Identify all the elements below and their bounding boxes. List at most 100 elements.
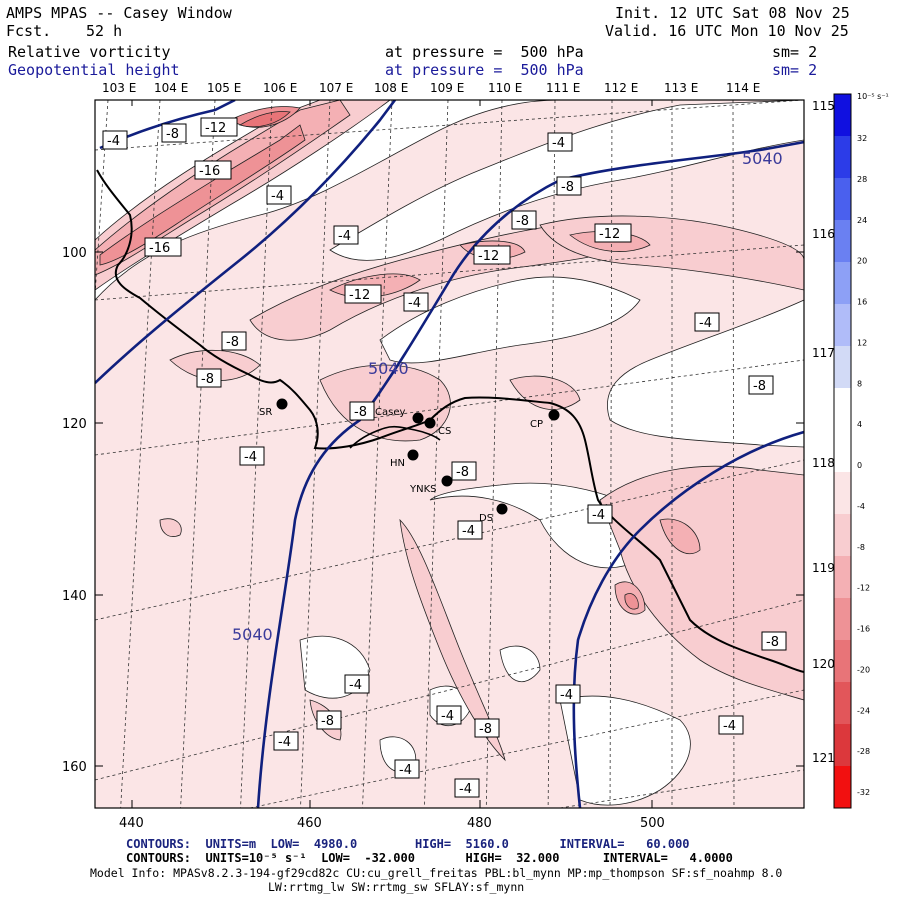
valid-time: Valid. 16 UTC Mon 10 Nov 25 [605, 22, 849, 40]
svg-text:-4: -4 [349, 678, 362, 693]
svg-text:103 E: 103 E [102, 81, 136, 95]
vort-label: -4 [694, 312, 720, 332]
station-cs: CS [424, 417, 451, 437]
vort-label: -4 [239, 446, 265, 466]
colorbar-cell [834, 724, 851, 766]
station-sr: SR [259, 398, 288, 418]
svg-text:-8: -8 [766, 635, 779, 650]
colorbar-cell [834, 472, 851, 514]
colorbar-label: 24 [857, 216, 867, 225]
svg-text:160: 160 [62, 760, 87, 775]
svg-text:100: 100 [62, 246, 87, 261]
vort-label: -4 [102, 130, 128, 150]
vort-label: -8 [451, 461, 477, 481]
y-tick-labels: 100 120 140 160 [62, 246, 87, 775]
colorbar-cell [834, 640, 851, 682]
field1-smoothing: sm= 2 [772, 43, 818, 61]
svg-text:-16: -16 [199, 164, 220, 179]
svg-text:-4: -4 [338, 229, 351, 244]
init-time: Init. 12 UTC Sat 08 Nov 25 [615, 4, 850, 22]
svg-text:-12: -12 [599, 227, 620, 242]
svg-text:-12: -12 [349, 288, 370, 303]
svg-text:-8: -8 [456, 465, 469, 480]
vort-label: -4 [403, 292, 429, 312]
svg-text:114 E: 114 E [726, 81, 760, 95]
colorbar-label: -8 [857, 543, 865, 552]
svg-text:YNKS: YNKS [409, 484, 437, 495]
svg-text:-8: -8 [561, 180, 574, 195]
svg-text:460: 460 [297, 816, 322, 831]
svg-text:104 E: 104 E [154, 81, 188, 95]
svg-text:-4: -4 [459, 782, 472, 797]
frame-ticks [95, 100, 804, 808]
forecast-label: Fcst. [6, 22, 52, 40]
colorbar-cell [834, 766, 851, 808]
svg-text:-4: -4 [271, 189, 284, 204]
svg-text:SR: SR [259, 407, 272, 418]
model-info: Model Info: MPASv8.2.3-194-gf29cd82c CU:… [90, 866, 783, 880]
colorbar-cell [834, 682, 851, 724]
vort-label: -4 [454, 778, 480, 798]
svg-text:111 E: 111 E [546, 81, 580, 95]
svg-text:-8: -8 [201, 372, 214, 387]
coastline-inlet [349, 425, 441, 449]
colorbar-cell [834, 136, 851, 178]
vort-label: -8 [761, 631, 787, 651]
svg-text:-4: -4 [552, 136, 565, 151]
height-labels: 5040 5040 5040 [232, 149, 783, 644]
colorbar-label: -4 [857, 502, 865, 511]
field2-label: Geopotential height [8, 61, 180, 79]
svg-text:DS: DS [479, 513, 493, 524]
svg-text:110 E: 110 E [488, 81, 522, 95]
vort-label: -12 [344, 284, 382, 304]
svg-text:-8: -8 [226, 335, 239, 350]
svg-text:CP: CP [530, 419, 543, 430]
x-tick-labels: 440 460 480 500 [119, 816, 665, 831]
colorbar-label: -32 [857, 788, 870, 797]
vort-label: -8 [349, 401, 375, 421]
vort-label: -4 [587, 504, 613, 524]
svg-text:-4: -4 [592, 508, 605, 523]
svg-text:480: 480 [467, 816, 492, 831]
vort-label: -8 [316, 710, 342, 730]
colorbar-label: -16 [857, 625, 870, 634]
svg-text:-12: -12 [205, 121, 226, 136]
vort-label: -12 [200, 117, 238, 137]
svg-text:-4: -4 [244, 450, 257, 465]
model-title: AMPS MPAS -- Casey Window [6, 4, 232, 22]
station-cp: CP [530, 409, 560, 430]
vort-label: -8 [474, 718, 500, 738]
colorbar-label: -24 [857, 706, 870, 715]
svg-text:-8: -8 [354, 405, 367, 420]
svg-text:-8: -8 [753, 379, 766, 394]
colorbar-cell [834, 388, 851, 430]
svg-text:108 E: 108 E [374, 81, 408, 95]
vort-label: -4 [436, 705, 462, 725]
svg-text:113 E: 113 E [664, 81, 698, 95]
model-info-radiation: LW:rrtmg_lw SW:rrtmg_sw SFLAY:sf_mynn [268, 880, 525, 894]
vort-label: -4 [273, 731, 299, 751]
coastline [96, 169, 804, 673]
colorbar-label: 8 [857, 379, 862, 388]
colorbar-label: 12 [857, 338, 867, 347]
svg-text:112 E: 112 E [604, 81, 638, 95]
svg-text:120: 120 [62, 417, 87, 432]
svg-text:-4: -4 [462, 524, 475, 539]
vort-label: -12 [473, 245, 511, 265]
colorbar-label: 20 [857, 257, 867, 266]
svg-text:Casey: Casey [375, 407, 405, 418]
colorbar: 10⁻⁵ s⁻¹ 32 28 24 20 16 12 8 4 0 -4 -8 -12 -16 -20 -24… [833, 92, 889, 809]
svg-text:-4: -4 [560, 688, 573, 703]
vort-label: -4 [718, 715, 744, 735]
vort-label: -4 [555, 684, 581, 704]
svg-text:HN: HN [390, 458, 405, 469]
vort-label: -8 [221, 331, 247, 351]
vort-label: -16 [144, 237, 182, 257]
height-label: 5040 [742, 149, 783, 168]
vort-label: -4 [344, 674, 370, 694]
lon-labels-top: 103 E 104 E 105 E 106 E 107 E 108 E 109 … [102, 81, 760, 95]
station-ynks: YNKS [409, 475, 453, 495]
vort-label: -4 [394, 759, 420, 779]
svg-text:109 E: 109 E [430, 81, 464, 95]
forecast-hour: 52 h [86, 22, 123, 40]
